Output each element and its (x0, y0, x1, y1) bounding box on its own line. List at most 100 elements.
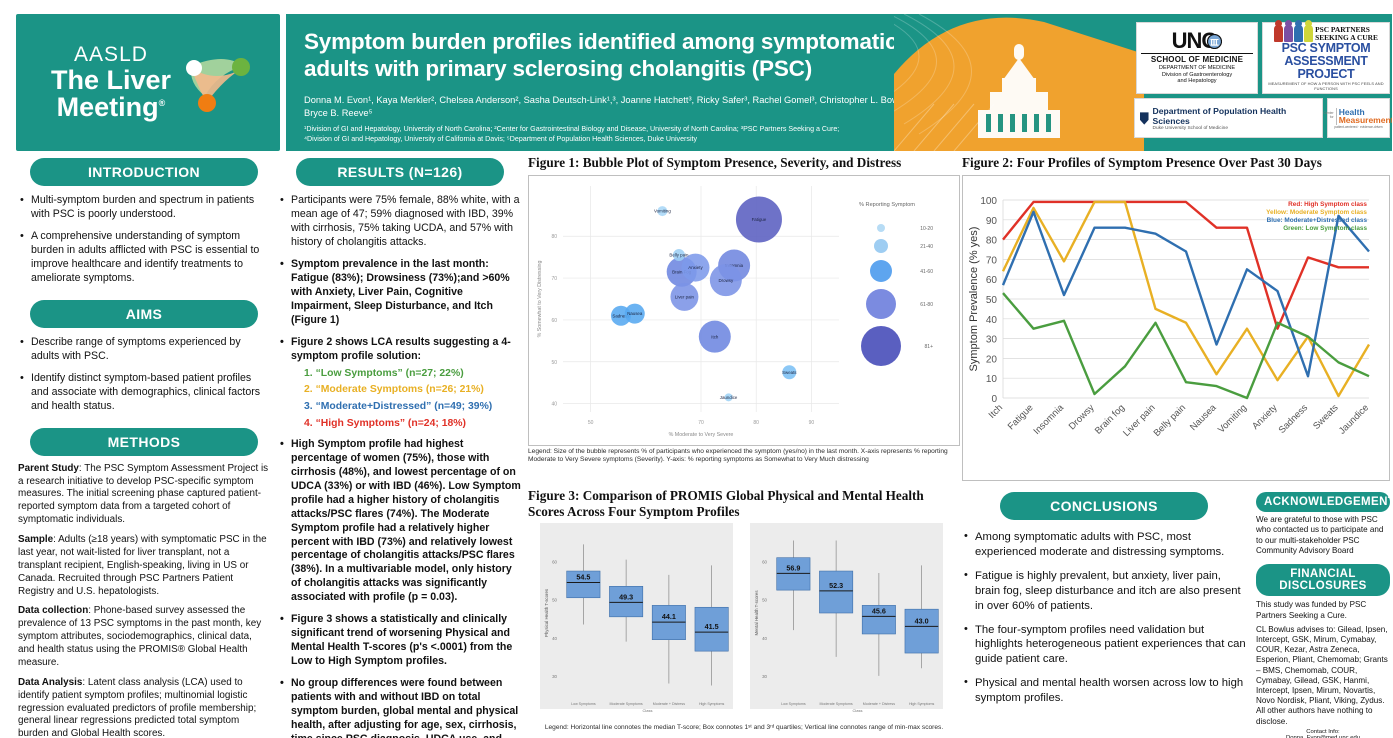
svg-text:Jaundice: Jaundice (720, 395, 738, 400)
poster-title: Symptom burden profiles identified among… (304, 29, 898, 82)
svg-text:60: 60 (762, 560, 767, 565)
profile-item-high: 4. “High Symptoms” (n=24; 18%) (304, 417, 466, 429)
methods-paragraph: Data Analysis: Latent class analysis (LC… (18, 676, 257, 738)
list-item: Fatigue is highly prevalent, but anxiety… (962, 568, 1246, 614)
svg-text:60: 60 (552, 560, 557, 565)
aasld-line1: AASLD (74, 43, 148, 66)
svg-text:Fatigue: Fatigue (752, 217, 767, 222)
list-item: The four-symptom profiles need validatio… (962, 622, 1246, 668)
svg-text:0: 0 (991, 394, 997, 405)
profile-list: 1. “Low Symptoms” (n=27; 22%) 2. “Modera… (278, 367, 522, 432)
svg-text:50: 50 (552, 598, 557, 603)
disclosures-funding-text: This study was funded by PSC Partners Se… (1256, 600, 1367, 620)
svg-text:60: 60 (986, 275, 998, 286)
list-item: Describe range of symptoms experienced b… (18, 335, 270, 364)
center-health-measurement-logo: Center for Health Measurement patient-ce… (1324, 98, 1392, 138)
svg-text:Yellow: Moderate Symptom class: Yellow: Moderate Symptom class (1266, 209, 1367, 216)
svg-text:30: 30 (762, 674, 767, 679)
svg-text:Moderate Symptoms: Moderate Symptoms (610, 702, 643, 706)
unc-dept-label: DEPARTMENT OF MEDICINE Division of Gastr… (1158, 64, 1236, 85)
svg-text:40: 40 (551, 401, 557, 407)
svg-text:Mental Health T-scores: Mental Health T-scores (754, 590, 759, 636)
svg-text:Jaundice: Jaundice (1336, 401, 1370, 435)
svg-text:80: 80 (551, 234, 557, 240)
svg-text:45.6: 45.6 (872, 607, 886, 616)
svg-text:Belly pain: Belly pain (669, 252, 689, 257)
svg-text:Red: High Symptom class: Red: High Symptom class (1288, 201, 1367, 208)
svg-text:70: 70 (551, 276, 557, 282)
svg-text:Low Symptoms: Low Symptoms (781, 702, 806, 706)
duke-dept-label: Department of Population Health Sciences (1152, 105, 1287, 126)
svg-text:Sadness: Sadness (1276, 401, 1310, 435)
section-heading-conclusions: CONCLUSIONS (1000, 492, 1208, 520)
aasld-logo: AASLD The Liver Meeting® (16, 14, 280, 151)
disclosures-detail-text: CL Bowlus advises to: Gilead, Ipsen, Int… (1256, 624, 1388, 726)
list-item: Symptom prevalence in the last month: Fa… (278, 257, 522, 328)
unc-school-label: SCHOOL OF MEDICINE (1141, 52, 1253, 64)
methods-paragraph: Sample: Adults (≥18 years) with symptoma… (18, 534, 267, 597)
svg-text:Itch: Itch (711, 334, 719, 339)
psc-symptom-title: PSC SYMPTOM ASSESSMENT PROJECT (1281, 41, 1371, 81)
affiliations: ¹Division of GI and Hepatology, Universi… (304, 124, 840, 143)
line-chart-svg: 0 10 20 30 40 50 60 70 80 90 100 Symptom Prevalence… (968, 196, 1370, 438)
section-heading-results: RESULTS (N=126) (296, 158, 504, 186)
svg-text:Sweats: Sweats (1310, 401, 1340, 431)
figure-3-caption: Legend: Horizontal line connotes the med… (544, 724, 944, 732)
svg-text:49.3: 49.3 (619, 592, 633, 601)
unc-wordmark: UNC (1172, 30, 1223, 52)
svg-text:50: 50 (588, 420, 594, 426)
svg-text:Brain Fog: Brain Fog (672, 269, 692, 274)
institution-logos: UNC SCHOOL OF MEDICINE DEPARTMENT OF MED… (1134, 20, 1392, 138)
svg-text:21-40: 21-40 (920, 244, 933, 250)
figure-1-caption: Legend: Size of the bubble represents % … (528, 447, 948, 464)
svg-text:Sadness: Sadness (612, 313, 630, 318)
registered-icon: ® (158, 98, 166, 108)
svg-text:Sweats: Sweats (782, 369, 797, 374)
list-item: High Symptom profile had highest percent… (278, 437, 522, 606)
profile-item-moderate: 2. “Moderate Symptoms (n=26; 21%) (304, 384, 484, 396)
aasld-line3: Meeting® (56, 92, 166, 122)
svg-text:Symptom Prevalence (% yes): Symptom Prevalence (% yes) (968, 226, 980, 371)
contact-info: Contact Info: Donna_Evon@med.unc.edu (1256, 729, 1390, 738)
contact-email: Donna_Evon@med.unc.edu (1285, 734, 1361, 738)
profile-item-moderate-distressed: 3. “Moderate+Distressed” (n=49; 39%) (304, 401, 493, 413)
svg-text:Nausea: Nausea (627, 311, 643, 316)
svg-text:70: 70 (986, 255, 998, 266)
svg-text:30: 30 (986, 334, 998, 345)
svg-text:High Symptoms: High Symptoms (699, 702, 725, 706)
svg-text:41.5: 41.5 (705, 622, 719, 631)
cghm-health-label: Health (1338, 106, 1365, 117)
list-item: Multi-symptom burden and spectrum in pat… (18, 193, 270, 222)
svg-text:Low Symptoms: Low Symptoms (571, 702, 596, 706)
svg-text:61-80: 61-80 (920, 302, 933, 308)
section-heading-methods: METHODS (30, 427, 258, 456)
psc-partners-text: PSC PARTNERS SEEKING A CURE (1315, 25, 1378, 42)
svg-text:Nausea: Nausea (1187, 401, 1218, 432)
svg-text:44.1: 44.1 (662, 612, 676, 621)
svg-text:Itch: Itch (986, 401, 1004, 419)
svg-text:50: 50 (762, 598, 767, 603)
svg-text:10: 10 (986, 374, 998, 385)
cghm-tagline: patient-centered · evidence-driven (1334, 124, 1383, 129)
duke-school-label: Duke University School of Medicine (1152, 125, 1228, 131)
figure-2-plot: 0 10 20 30 40 50 60 70 80 90 100 Symptom Prevalence… (962, 174, 1390, 481)
list-item: Participants were 75% female, 88% white,… (278, 193, 522, 250)
figure-3-title: Figure 3: Comparison of PROMIS Global Ph… (528, 488, 924, 519)
results-list: Participants were 75% female, 88% white,… (278, 193, 522, 364)
conclusions-column: CONCLUSIONS Among symptomatic adults wit… (962, 492, 1246, 715)
acknowledgements-column: ACKNOWLEDGEMENTS We are grateful to thos… (1256, 492, 1393, 738)
svg-text:40: 40 (552, 636, 557, 641)
svg-text:Vomiting: Vomiting (1215, 401, 1248, 434)
svg-text:80: 80 (986, 235, 998, 246)
people-icon (1274, 20, 1314, 43)
svg-text:Anxiety: Anxiety (1249, 401, 1279, 431)
conclusions-list: Among symptomatic adults with PSC, most … (962, 529, 1246, 706)
psc-tagline: MEASUREMENT OF HOW A PERSON WITH PSC FEE… (1268, 80, 1384, 91)
poster-header: AASLD The Liver Meeting® (16, 14, 1392, 151)
figure-3-panel: Figure 3: Comparison of PROMIS Global Ph… (528, 488, 960, 733)
bubble-plot-svg: 50 70 80 90 40 50 60 70 80 % Moderate to Very Sev… (537, 185, 933, 438)
svg-text:Drowsy: Drowsy (719, 277, 734, 282)
acknowledgements-text: We are grateful to those with PSC who co… (1256, 515, 1384, 556)
list-item: Figure 3 shows a statistically and clini… (278, 612, 522, 669)
